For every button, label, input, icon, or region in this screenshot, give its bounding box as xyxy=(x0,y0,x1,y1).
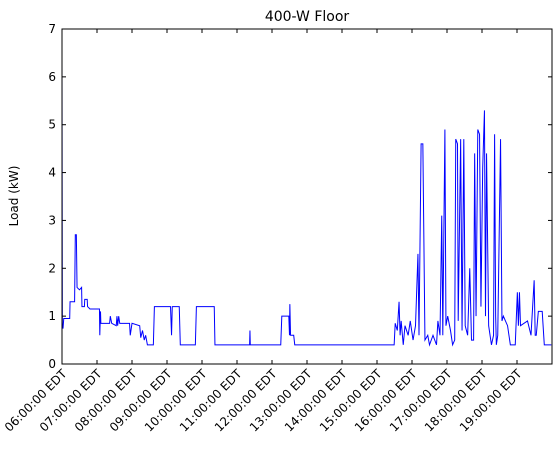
y-tick-label: 5 xyxy=(48,118,56,132)
chart-title: 400-W Floor xyxy=(265,9,350,25)
y-axis-label: Load (kW) xyxy=(7,166,21,227)
y-tick-label: 2 xyxy=(48,261,56,275)
plot-frame xyxy=(61,28,553,365)
y-tick-label: 0 xyxy=(48,357,56,371)
y-tick-label: 7 xyxy=(48,22,56,36)
y-tick-label: 4 xyxy=(48,166,56,180)
y-tick-label: 1 xyxy=(48,309,56,323)
data-line xyxy=(61,62,552,347)
y-tick-label: 3 xyxy=(48,213,56,227)
x-tick-label: 19:00:00 EDT xyxy=(457,366,525,434)
y-tick-label: 6 xyxy=(48,70,56,84)
